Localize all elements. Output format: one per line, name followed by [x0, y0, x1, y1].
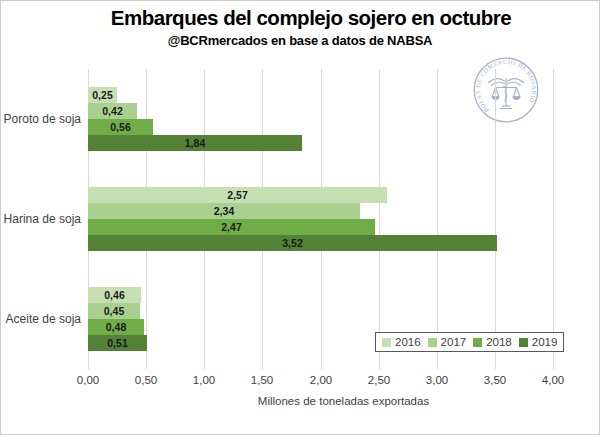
bar-value-label: 3,52 [282, 237, 302, 249]
x-tick-label: 3,50 [466, 374, 524, 386]
bar-2019-0: 1,84 [88, 135, 302, 151]
bar-value-label: 2,57 [227, 189, 247, 201]
category-label: Harina de soja [1, 212, 81, 226]
legend-swatch [519, 338, 528, 347]
legend-item-2018: 2018 [473, 336, 512, 348]
legend-label: 2016 [395, 336, 421, 348]
category-label: Poroto de soja [1, 112, 81, 126]
bar-2017-0: 0,42 [88, 103, 137, 119]
legend-item-2017: 2017 [428, 336, 467, 348]
plot-area: 0,25 0,42 0,56 1,84 2,57 2,34 2,47 3,52 0,46 0,45… [88, 69, 553, 369]
bar-2018-0: 0,56 [88, 119, 153, 135]
x-tick-label: 3,00 [408, 374, 466, 386]
bar-value-label: 2,34 [214, 205, 234, 217]
category-label: Aceite de soja [1, 312, 81, 326]
bar-2019-2: 0,51 [88, 335, 147, 351]
x-tick-label: 0,00 [59, 374, 117, 386]
x-tick-label: 2,50 [350, 374, 408, 386]
chart-subtitle: @BCRmercados en base a datos de NABSA [1, 33, 599, 48]
legend: 2016 2017 2018 2019 [375, 332, 564, 352]
bar-value-label: 0,42 [102, 105, 122, 117]
gridline [437, 69, 438, 369]
bar-2016-2: 0,46 [88, 287, 141, 303]
chart-frame: Embarques del complejo sojero en octubre… [0, 0, 600, 435]
x-tick-label: 0,50 [117, 374, 175, 386]
bar-2018-2: 0,48 [88, 319, 144, 335]
bar-2017-1: 2,34 [88, 203, 360, 219]
bar-value-label: 0,56 [110, 121, 130, 133]
gridline [379, 69, 380, 369]
gridline [495, 69, 496, 369]
bar-2016-1: 2,57 [88, 187, 387, 203]
bar-2018-1: 2,47 [88, 219, 375, 235]
legend-label: 2018 [486, 336, 512, 348]
bar-value-label: 0,51 [107, 337, 127, 349]
chart-title: Embarques del complejo sojero en octubre [11, 6, 600, 30]
x-tick-label: 1,00 [175, 374, 233, 386]
legend-swatch [428, 338, 437, 347]
x-tick-label: 2,00 [292, 374, 350, 386]
bar-2017-2: 0,45 [88, 303, 140, 319]
x-axis-title: Millones de toneladas exportadas [111, 395, 576, 407]
bar-value-label: 0,45 [104, 305, 124, 317]
bar-value-label: 0,46 [104, 289, 124, 301]
legend-swatch [473, 338, 482, 347]
legend-item-2016: 2016 [382, 336, 421, 348]
x-tick-label: 4,00 [524, 374, 582, 386]
legend-swatch [382, 338, 391, 347]
legend-label: 2019 [532, 336, 558, 348]
gridline [553, 69, 554, 369]
x-tick-label: 1,50 [233, 374, 291, 386]
bar-value-label: 0,25 [92, 89, 112, 101]
bar-2019-1: 3,52 [88, 235, 497, 251]
bar-value-label: 2,47 [221, 221, 241, 233]
bar-value-label: 0,48 [106, 321, 126, 333]
legend-label: 2017 [441, 336, 467, 348]
legend-item-2019: 2019 [519, 336, 558, 348]
bar-2016-0: 0,25 [88, 87, 117, 103]
bar-value-label: 1,84 [185, 137, 205, 149]
